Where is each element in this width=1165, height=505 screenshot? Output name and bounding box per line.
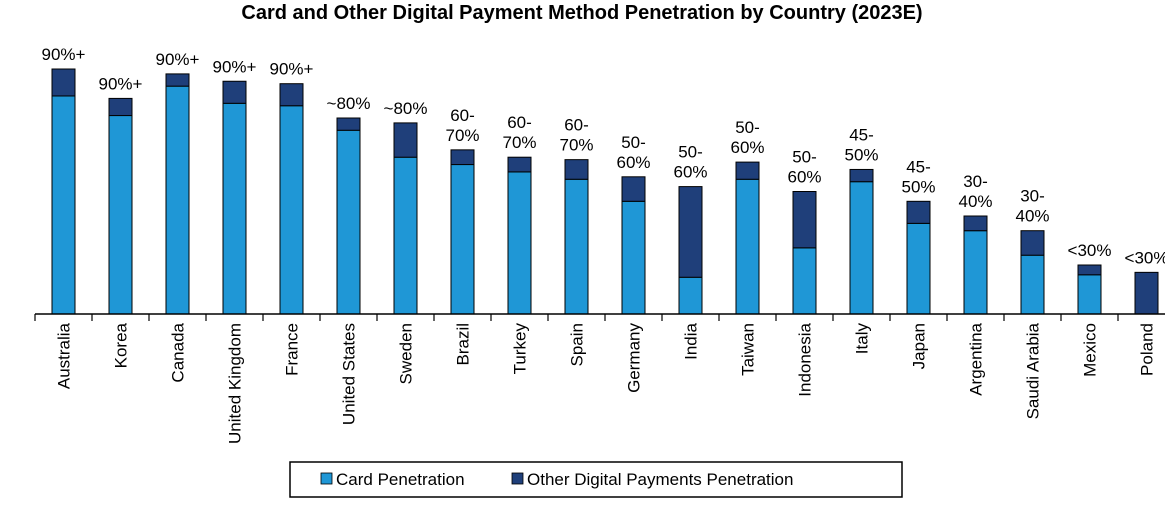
legend-swatch-card (320, 472, 333, 485)
bar-card-penetration (393, 156, 418, 315)
x-tick-label: Indonesia (796, 322, 815, 396)
data-label: 50-60% (616, 133, 650, 172)
legend-label-other-digital: Other Digital Payments Penetration (527, 470, 793, 489)
bar-card-penetration (678, 276, 703, 315)
data-label: 60-70% (559, 116, 593, 155)
bar-other-digital-penetration (165, 73, 190, 87)
bar-card-penetration (222, 102, 247, 315)
chart-title: Card and Other Digital Payment Method Pe… (241, 2, 922, 24)
legend-label-card: Card Penetration (336, 470, 465, 489)
bar-other-digital-penetration (336, 117, 361, 131)
data-label: 50-60% (787, 148, 821, 187)
x-tick-label: Germany (625, 323, 644, 393)
legend-swatch-other-digital (511, 472, 524, 485)
bar-other-digital-penetration (792, 191, 817, 249)
bar-card-penetration (792, 247, 817, 315)
x-tick-label: India (682, 322, 701, 359)
bar-card-penetration (450, 164, 475, 315)
x-tick-label: United Kingdom (226, 323, 245, 444)
bar-card-penetration (621, 200, 646, 315)
bar-card-penetration (735, 178, 760, 315)
data-label: 60-70% (502, 113, 536, 152)
bars-layer (51, 68, 1159, 315)
bar-card-penetration (165, 85, 190, 315)
x-tick-label: Korea (112, 322, 131, 368)
x-tick-label: Saudi Arabia (1024, 322, 1043, 419)
bar-other-digital-penetration (51, 68, 76, 97)
bar-card-penetration (108, 115, 133, 315)
bar-other-digital-penetration (450, 149, 475, 166)
data-label: 45-50% (844, 125, 878, 164)
category-labels-layer: Australia Korea Canada United Kingdom France… (55, 322, 1157, 444)
bar-other-digital-penetration (507, 156, 532, 173)
bar-card-penetration (507, 171, 532, 315)
bar-other-digital-penetration (1077, 264, 1102, 276)
bar-other-digital-penetration (393, 122, 418, 158)
data-label: 90%+ (42, 45, 86, 64)
x-tick-label: Turkey (511, 323, 530, 375)
x-tick-label: Japan (910, 323, 929, 369)
bar-card-penetration (1020, 254, 1045, 315)
data-label: 90%+ (213, 57, 257, 76)
data-label: 30-40% (958, 172, 992, 211)
bar-other-digital-penetration (906, 200, 931, 224)
bar-card-penetration (279, 105, 304, 315)
data-label: 30-40% (1015, 187, 1049, 226)
x-tick-label: United States (340, 323, 359, 425)
x-tick-label: Italy (853, 323, 872, 355)
legend: Card Penetration Other Digital Payments … (289, 461, 903, 498)
bar-other-digital-penetration (222, 80, 247, 104)
bar-other-digital-penetration (678, 186, 703, 278)
x-tick-label: Taiwan (739, 323, 758, 376)
x-tick-label: Australia (55, 322, 74, 389)
x-tick-label: Sweden (397, 323, 416, 384)
data-label: 90%+ (270, 60, 314, 79)
bar-card-penetration (906, 222, 931, 315)
data-label: 45-50% (901, 157, 935, 196)
x-tick-label: Brazil (454, 323, 473, 366)
data-label: 50-60% (730, 118, 764, 157)
data-label: ~80% (384, 99, 428, 118)
x-tick-label: Mexico (1081, 323, 1100, 377)
data-label: 50-60% (673, 143, 707, 182)
bar-other-digital-penetration (735, 161, 760, 180)
bar-other-digital-penetration (108, 97, 133, 117)
bar-other-digital-penetration (1134, 271, 1159, 315)
bar-card-penetration (963, 230, 988, 315)
bar-other-digital-penetration (849, 168, 874, 183)
bar-other-digital-penetration (564, 159, 589, 180)
x-axis-ticks (34, 314, 1119, 321)
bar-card-penetration (336, 129, 361, 315)
bar-card-penetration (1077, 274, 1102, 315)
data-label: 60-70% (445, 106, 479, 145)
x-tick-label: France (283, 323, 302, 376)
bar-other-digital-penetration (621, 176, 646, 202)
x-tick-label: Canada (169, 322, 188, 382)
x-tick-label: Spain (568, 323, 587, 366)
bar-card-penetration (564, 178, 589, 315)
bar-card-penetration (51, 95, 76, 315)
data-label: <30% (1068, 241, 1112, 260)
data-label: ~80% (327, 94, 371, 113)
data-label: 90%+ (99, 74, 143, 93)
bar-other-digital-penetration (1020, 230, 1045, 256)
x-tick-label: Poland (1138, 323, 1157, 376)
bar-other-digital-penetration (279, 83, 304, 107)
data-labels-layer: 90%+ 90%+ 90%+ 90%+ 90%+ ~80% ~80% 60-70% 60-70%… (42, 45, 1165, 267)
bar-other-digital-penetration (963, 215, 988, 232)
data-label: 90%+ (156, 50, 200, 69)
x-tick-label: Argentina (967, 322, 986, 395)
data-label: <30% (1125, 248, 1165, 267)
bar-card-penetration (849, 181, 874, 315)
legend-box (289, 461, 903, 498)
